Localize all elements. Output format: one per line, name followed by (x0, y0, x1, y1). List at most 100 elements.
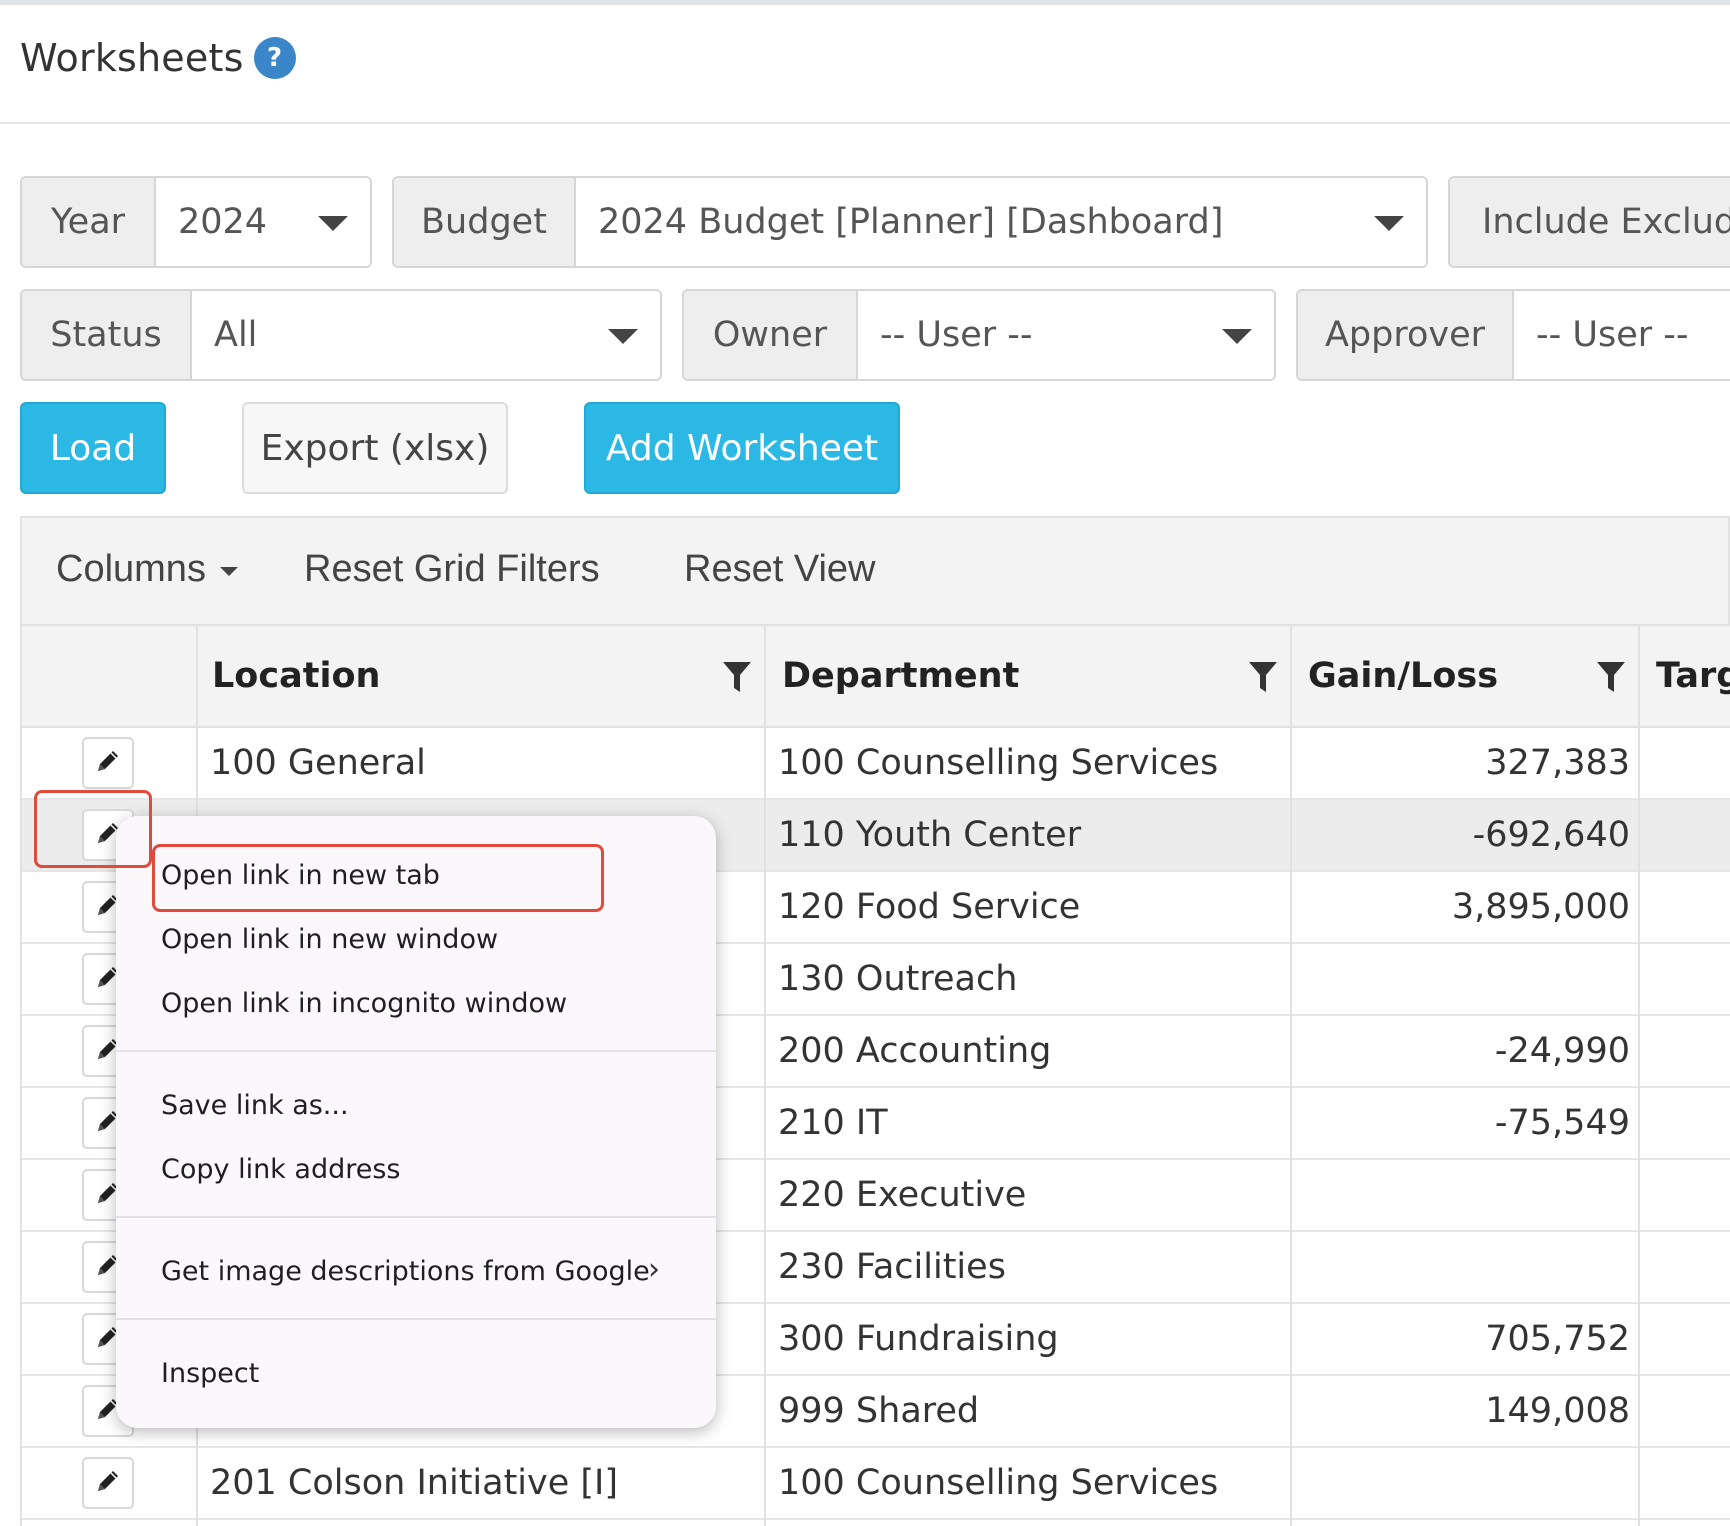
cell-department: 300 Fundraising (778, 1319, 1059, 1359)
cell-gain-loss: 149,008 (1485, 1391, 1630, 1431)
chevron-down-icon (1374, 216, 1404, 231)
budget-select[interactable]: 2024 Budget [Planner] [Dashboard] (576, 178, 1426, 266)
edit-button[interactable] (82, 1457, 134, 1509)
cell-department: 100 Counselling Services (778, 743, 1219, 783)
include-exclude-filter: Include Exclude (1448, 176, 1730, 268)
filter-icon[interactable] (722, 660, 752, 694)
cell-department: 210 IT (778, 1103, 888, 1143)
pencil-icon (93, 890, 123, 924)
pencil-icon (93, 1034, 123, 1068)
budget-value: 2024 Budget [Planner] [Dashboard] (598, 202, 1224, 242)
menu-item-open-new-tab[interactable]: Open link in new tab (161, 859, 440, 891)
pencil-icon (93, 962, 123, 996)
cell-gain-loss (1304, 1232, 1630, 1302)
owner-label: Owner (684, 291, 858, 379)
worksheets-grid: Location Department Gain/Loss Targ 100 G… (20, 624, 1730, 1526)
pencil-icon (93, 1322, 123, 1356)
columns-label: Columns (56, 548, 206, 590)
year-label: Year (22, 178, 156, 266)
load-button[interactable]: Load (20, 402, 166, 494)
cell-gain-loss: -692,640 (1472, 815, 1630, 855)
pencil-icon (93, 1466, 123, 1500)
approver-filter: Approver -- User -- (1296, 289, 1730, 381)
year-filter: Year 2024 (20, 176, 372, 268)
chevron-down-icon (1222, 329, 1252, 344)
cell-location: 201 Colson Initiative [I] (210, 1463, 619, 1503)
year-select[interactable]: 2024 (156, 178, 370, 266)
reset-grid-filters-button[interactable]: Reset Grid Filters (304, 548, 600, 590)
cell-location: 100 General (210, 743, 426, 783)
menu-item-open-incognito[interactable]: Open link in incognito window (161, 987, 568, 1019)
column-header-department[interactable]: Department (782, 656, 1020, 696)
cell-gain-loss (1304, 1160, 1630, 1230)
pencil-icon (93, 1106, 123, 1140)
highlight-box-open-new-tab (152, 844, 604, 912)
filter-icon[interactable] (1596, 660, 1626, 694)
chevron-down-icon (318, 216, 348, 231)
pencil-icon (93, 1178, 123, 1212)
approver-select[interactable]: -- User -- (1514, 291, 1730, 379)
help-icon[interactable]: ? (253, 37, 296, 79)
context-menu: Open link in new tab Open link in new wi… (116, 816, 716, 1428)
pencil-icon (93, 818, 123, 852)
filter-icon[interactable] (1248, 660, 1278, 694)
top-border (0, 0, 1730, 5)
cell-department: 120 Food Service (778, 887, 1081, 927)
year-value: 2024 (178, 202, 268, 242)
export-xlsx-button[interactable]: Export (xlsx) (242, 402, 508, 494)
add-worksheet-button[interactable]: Add Worksheet (584, 402, 900, 494)
cell-department: 130 Outreach (778, 959, 1018, 999)
edit-button[interactable] (82, 737, 134, 789)
menu-item-copy-link-address[interactable]: Copy link address (161, 1153, 401, 1185)
owner-value: -- User -- (880, 315, 1033, 355)
column-divider (1290, 624, 1292, 1526)
pencil-icon (93, 1394, 123, 1428)
menu-separator (116, 1050, 716, 1052)
column-header-target[interactable]: Targ (1656, 656, 1730, 696)
approver-value: -- User -- (1536, 315, 1689, 355)
pencil-icon (93, 746, 123, 780)
column-divider (1638, 624, 1640, 1526)
include-exclude-label[interactable]: Include Exclude (1450, 178, 1730, 266)
menu-item-image-descriptions[interactable]: Get image descriptions from Google (161, 1255, 650, 1287)
cell-gain-loss: 327,383 (1485, 743, 1630, 783)
column-divider (764, 624, 766, 1526)
cell-gain-loss: -75,549 (1494, 1103, 1630, 1143)
reset-view-button[interactable]: Reset View (684, 548, 876, 590)
chevron-right-icon: › (648, 1252, 660, 1287)
status-select[interactable]: All (192, 291, 660, 379)
columns-menu-button[interactable]: Columns (56, 548, 238, 591)
column-header-gain-loss[interactable]: Gain/Loss (1308, 656, 1499, 696)
owner-select[interactable]: -- User -- (858, 291, 1274, 379)
menu-separator (116, 1318, 716, 1320)
page-title: Worksheets (20, 36, 244, 80)
cell-department: 110 Youth Center (778, 815, 1082, 855)
status-filter: Status All (20, 289, 662, 381)
status-label: Status (22, 291, 192, 379)
cell-department: 220 Executive (778, 1175, 1027, 1215)
cell-gain-loss: -24,990 (1494, 1031, 1630, 1071)
table-row: 201 Colson Initiative [I] 100 Counselling… (22, 1448, 1730, 1520)
caret-down-icon (219, 567, 238, 576)
approver-label: Approver (1298, 291, 1514, 379)
budget-label: Budget (394, 178, 576, 266)
cell-gain-loss: 705,752 (1485, 1319, 1630, 1359)
menu-item-inspect[interactable]: Inspect (161, 1357, 260, 1389)
pencil-icon (93, 1250, 123, 1284)
menu-item-save-link-as[interactable]: Save link as... (161, 1089, 349, 1121)
cell-gain-loss (1304, 944, 1630, 1014)
cell-department: 230 Facilities (778, 1247, 1006, 1287)
grid-header: Location Department Gain/Loss Targ (22, 624, 1730, 728)
page-header: Worksheets ? (20, 36, 296, 80)
owner-filter: Owner -- User -- (682, 289, 1276, 381)
budget-filter: Budget 2024 Budget [Planner] [Dashboard] (392, 176, 1428, 268)
table-row: 100 General 100 Counselling Services 327,3… (22, 728, 1730, 800)
cell-department: 200 Accounting (778, 1031, 1052, 1071)
cell-gain-loss (1304, 1448, 1630, 1518)
cell-department: 100 Counselling Services (778, 1463, 1219, 1503)
chevron-down-icon (608, 329, 638, 344)
column-header-location[interactable]: Location (212, 656, 381, 696)
table-row: 200 Accounting -24,990 (22, 1016, 1730, 1088)
menu-item-open-new-window[interactable]: Open link in new window (161, 923, 499, 955)
cell-department: 999 Shared (778, 1391, 980, 1431)
